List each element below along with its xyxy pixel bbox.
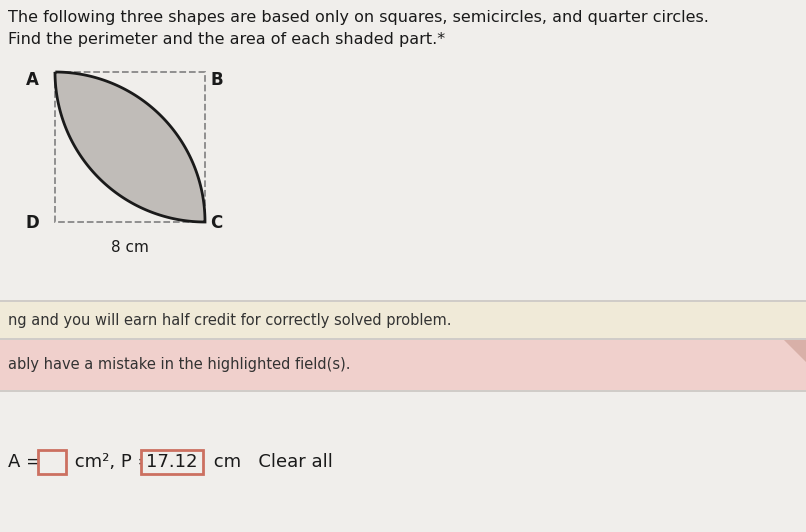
Bar xyxy=(0,338,806,340)
Text: C: C xyxy=(210,214,222,232)
Text: cm   Clear all: cm Clear all xyxy=(208,453,333,471)
Bar xyxy=(0,392,806,532)
Polygon shape xyxy=(55,72,205,222)
Text: B: B xyxy=(210,71,222,89)
Bar xyxy=(55,72,205,222)
FancyBboxPatch shape xyxy=(141,450,203,474)
Text: cm², P =: cm², P = xyxy=(69,453,158,471)
Text: ably have a mistake in the highlighted field(s).: ably have a mistake in the highlighted f… xyxy=(8,358,351,372)
Text: D: D xyxy=(25,214,39,232)
Text: 8 cm: 8 cm xyxy=(111,240,149,255)
Text: The following three shapes are based only on squares, semicircles, and quarter c: The following three shapes are based onl… xyxy=(8,10,708,25)
FancyBboxPatch shape xyxy=(38,450,66,474)
Bar xyxy=(0,340,806,390)
Bar xyxy=(0,300,806,302)
Text: Find the perimeter and the area of each shaded part.*: Find the perimeter and the area of each … xyxy=(8,32,445,47)
Text: ng and you will earn half credit for correctly solved problem.: ng and you will earn half credit for cor… xyxy=(8,312,451,328)
Polygon shape xyxy=(784,340,806,362)
Text: A =: A = xyxy=(8,453,47,471)
Text: 17.12: 17.12 xyxy=(146,453,197,471)
Bar xyxy=(0,390,806,392)
Bar xyxy=(0,302,806,338)
Text: A: A xyxy=(26,71,39,89)
